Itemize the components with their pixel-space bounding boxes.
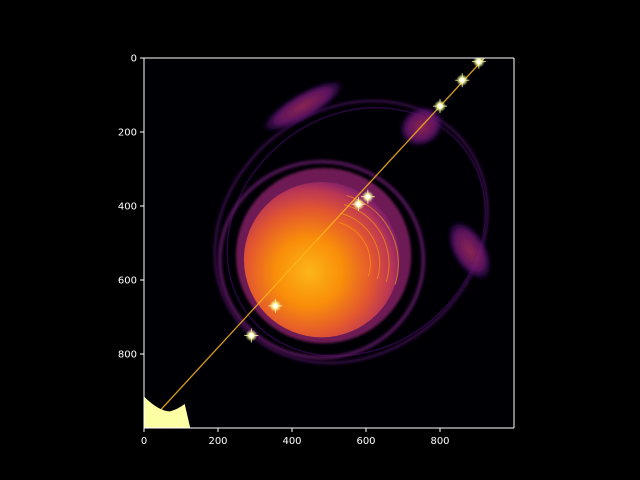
bright-knot-5	[351, 197, 366, 212]
diagonal-line	[144, 58, 485, 428]
y-tick-label-2: 400	[118, 202, 137, 213]
lobe-2	[448, 221, 491, 279]
bright-knot-2	[455, 73, 470, 88]
disc-streak-1	[338, 221, 371, 277]
knot-core	[438, 104, 442, 109]
y-tick-label-4: 800	[118, 350, 137, 361]
knot-core	[273, 303, 278, 308]
y-tick-label-3: 600	[118, 276, 137, 287]
corner-blob	[144, 396, 191, 428]
knot-core	[249, 333, 254, 338]
y-tick-label-1: 200	[118, 128, 137, 139]
x-tick-label-4: 800	[430, 436, 449, 447]
x-tick-label-2: 400	[282, 436, 301, 447]
outer-ring-inner	[226, 106, 486, 357]
knot-core	[460, 78, 465, 83]
heatmap-image	[144, 58, 491, 428]
knot-core	[356, 202, 361, 207]
outer-ring	[213, 99, 490, 365]
y-tick-label-0: 0	[131, 54, 137, 65]
x-axis-ticks: 0 200 400 600 800	[141, 428, 450, 447]
inner-ring	[217, 159, 426, 360]
y-axis-ticks: 0 200 400 600 800	[118, 54, 144, 361]
x-tick-label-3: 600	[356, 436, 375, 447]
bright-knot-3	[433, 99, 447, 114]
x-tick-label-0: 0	[141, 436, 147, 447]
axes	[143, 57, 515, 429]
bright-knot-6	[268, 298, 283, 313]
bright-knot-1	[471, 58, 486, 69]
bright-knot-7	[244, 328, 259, 343]
x-tick-label-1: 200	[208, 436, 227, 447]
knot-core	[365, 194, 370, 199]
disc-streak-2	[341, 213, 381, 280]
knot-core	[476, 59, 481, 64]
lobe-3	[264, 81, 343, 131]
bright-knot-4	[360, 189, 375, 204]
central-disc	[243, 181, 400, 338]
